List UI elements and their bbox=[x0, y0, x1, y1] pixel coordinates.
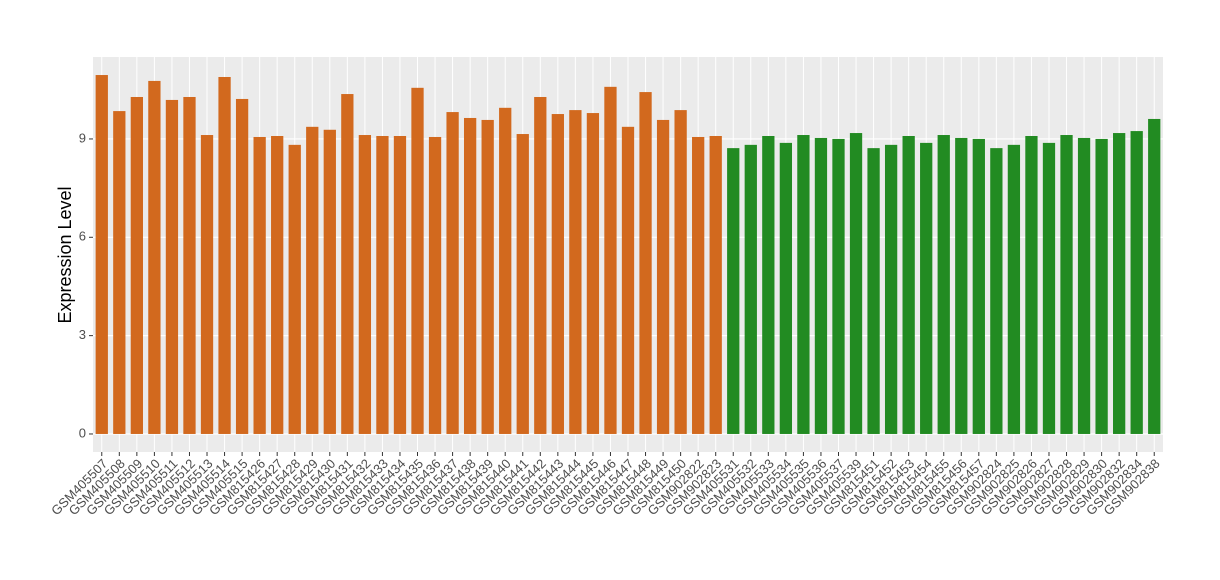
bar bbox=[393, 136, 407, 434]
bar bbox=[1025, 136, 1038, 434]
bar bbox=[937, 135, 950, 434]
bar bbox=[849, 133, 863, 434]
bar bbox=[990, 148, 1003, 434]
bar bbox=[586, 113, 600, 434]
bar bbox=[288, 144, 301, 434]
bar bbox=[463, 117, 477, 434]
bar bbox=[955, 137, 968, 434]
bar bbox=[656, 119, 670, 434]
y-tick-label: 3 bbox=[79, 327, 86, 342]
bar bbox=[1077, 137, 1091, 434]
bar bbox=[516, 134, 529, 434]
y-axis-label: Expression Level bbox=[55, 186, 75, 323]
bar bbox=[271, 136, 284, 434]
bar bbox=[709, 136, 722, 434]
bar bbox=[130, 96, 143, 434]
bar bbox=[1007, 144, 1021, 434]
bar bbox=[1130, 131, 1143, 434]
bar bbox=[762, 136, 775, 434]
bar bbox=[604, 86, 617, 434]
bar bbox=[183, 96, 196, 434]
bar bbox=[621, 126, 635, 434]
bar bbox=[358, 135, 372, 434]
bar bbox=[674, 110, 687, 434]
bar bbox=[639, 92, 652, 434]
bar bbox=[884, 144, 898, 434]
bar bbox=[148, 80, 161, 434]
bar bbox=[446, 112, 459, 434]
y-tick-label: 6 bbox=[79, 229, 86, 244]
bar bbox=[481, 119, 494, 434]
bar bbox=[920, 142, 933, 434]
bar bbox=[1113, 133, 1126, 434]
bar bbox=[814, 137, 828, 434]
bar bbox=[727, 148, 740, 434]
bar bbox=[797, 135, 810, 434]
bar bbox=[832, 138, 845, 434]
bar bbox=[1095, 138, 1108, 434]
bar bbox=[235, 98, 249, 434]
bar bbox=[551, 114, 564, 434]
y-tick-label: 0 bbox=[79, 425, 86, 440]
bar bbox=[306, 126, 319, 434]
bar bbox=[779, 142, 793, 434]
bar bbox=[902, 136, 915, 434]
bar bbox=[1060, 135, 1073, 434]
bar bbox=[692, 136, 705, 434]
bar bbox=[218, 76, 231, 434]
bar bbox=[113, 111, 126, 434]
bar bbox=[744, 144, 757, 434]
bar bbox=[411, 87, 424, 434]
y-tick-label: 9 bbox=[79, 130, 86, 145]
bar bbox=[323, 129, 336, 434]
bar bbox=[867, 148, 880, 434]
bar bbox=[200, 135, 214, 434]
bar bbox=[253, 136, 266, 434]
bar bbox=[972, 138, 985, 434]
bar bbox=[499, 107, 512, 434]
bar bbox=[95, 75, 108, 434]
bar bbox=[376, 136, 389, 434]
bar bbox=[165, 99, 179, 434]
bar bbox=[428, 136, 442, 434]
bar bbox=[1148, 118, 1161, 434]
bar bbox=[1042, 142, 1056, 434]
bar bbox=[341, 94, 354, 434]
bar bbox=[569, 110, 582, 434]
bar bbox=[534, 96, 547, 434]
